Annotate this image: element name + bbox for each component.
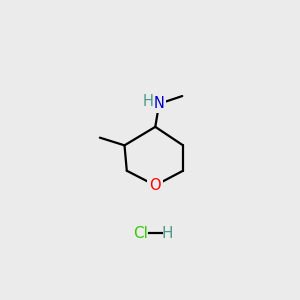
Text: N: N (154, 96, 165, 111)
Text: H: H (162, 226, 173, 241)
Text: H: H (143, 94, 154, 109)
Text: O: O (149, 178, 161, 193)
Text: Cl: Cl (133, 226, 148, 241)
